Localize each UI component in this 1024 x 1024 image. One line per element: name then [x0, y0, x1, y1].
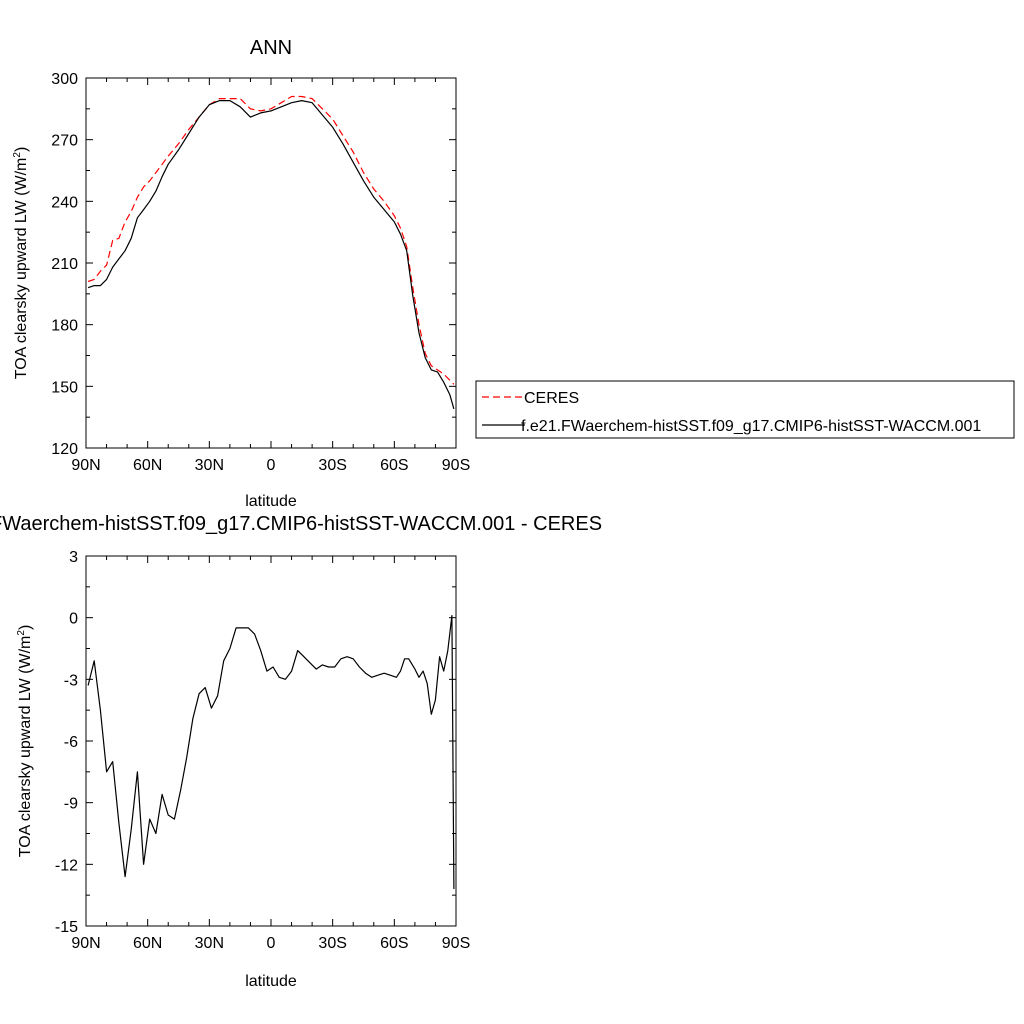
- y-tick-label: 210: [51, 256, 78, 273]
- series-line-model: [87, 99, 455, 410]
- x-tick-label: 30N: [195, 935, 224, 952]
- y-tick-label: 120: [51, 441, 78, 458]
- series-lines: [87, 95, 455, 410]
- y-tick-label: 300: [51, 71, 78, 88]
- x-tick-label: 30S: [318, 457, 346, 474]
- legend-box: [475, 380, 1015, 439]
- y-tick-label: 180: [51, 318, 78, 335]
- y-tick-label: -12: [55, 857, 78, 874]
- x-tick-label: 0: [267, 457, 276, 474]
- x-tick-label: 60S: [380, 457, 408, 474]
- legend-label-model: f.e21.FWaerchem-histSST.f09_g17.CMIP6-hi…: [521, 418, 981, 435]
- x-tick-label: 60N: [133, 457, 162, 474]
- y-tick-label: -9: [64, 796, 78, 813]
- axis-ticks: 90N 60N 30N 0 30S 60S 90S -15 -12 -9 -6 -3 0 3: [55, 549, 470, 952]
- legend-label-ceres: CERES: [524, 390, 579, 407]
- axis-ticks: 90N 60N 30N 0 30S 60S 90S 120 150 180 210 240 270 300: [51, 71, 470, 474]
- plot-frame: [85, 555, 457, 927]
- chart-panel-difference: f.e21.FWaerchem-histSST.f09_g17.CMIP6-hi…: [0, 513, 602, 990]
- x-tick-label: 30N: [195, 457, 224, 474]
- y-tick-label: -15: [55, 919, 78, 936]
- series-lines: [87, 614, 455, 890]
- y-axis-label: TOA clearsky upward LW (W/m2): [12, 147, 30, 380]
- x-tick-label: 60N: [133, 935, 162, 952]
- series-line-difference: [87, 614, 455, 890]
- y-tick-label: 3: [69, 549, 78, 566]
- chart-title: ANN: [250, 37, 292, 59]
- y-tick-label: 0: [69, 611, 78, 628]
- x-tick-label: 60S: [380, 935, 408, 952]
- y-tick-label: -6: [64, 734, 78, 751]
- x-tick-label: 90S: [442, 457, 470, 474]
- x-tick-label: 90S: [442, 935, 470, 952]
- x-tick-label: 0: [267, 935, 276, 952]
- y-tick-label: 150: [51, 379, 78, 396]
- plot-frame: [85, 77, 457, 449]
- series-line-ceres: [87, 95, 455, 385]
- y-tick-label: 240: [51, 194, 78, 211]
- y-tick-label: 270: [51, 133, 78, 150]
- x-axis-label: latitude: [245, 973, 297, 990]
- chart-title: f.e21.FWaerchem-histSST.f09_g17.CMIP6-hi…: [0, 513, 602, 535]
- x-tick-label: 90N: [71, 457, 100, 474]
- x-tick-label: 30S: [318, 935, 346, 952]
- y-axis-label: TOA clearsky upward LW (W/m2): [16, 625, 34, 858]
- x-axis-label: latitude: [245, 493, 297, 510]
- legend: CERES f.e21.FWaerchem-histSST.f09_g17.CM…: [475, 380, 1015, 439]
- x-tick-label: 90N: [71, 935, 100, 952]
- y-tick-label: -3: [64, 672, 78, 689]
- chart-panel-annual-mean: ANN 90N 60N 30N 0 30S 60S 90S 120 150 180 210 240 27…: [12, 37, 1015, 510]
